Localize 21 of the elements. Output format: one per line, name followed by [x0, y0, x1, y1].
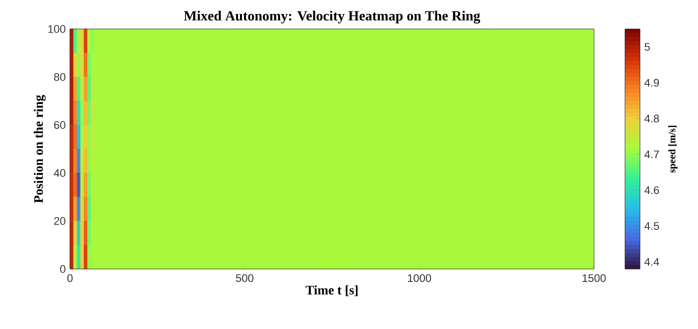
y-tick-label: 100 [48, 25, 66, 33]
x-tick-label: 1000 [408, 274, 432, 282]
color-bar-label: 5 [644, 43, 650, 51]
x-axis-title: Time t [s] [306, 285, 358, 296]
color-bar-label: 4.9 [644, 78, 659, 87]
x-tick-label: 1500 [582, 274, 606, 282]
x-tick-label: 0 [67, 274, 73, 282]
y-axis-title: Position on the ring [34, 94, 46, 203]
y-tick-label: 80 [54, 73, 66, 81]
color-bar-label: 4.6 [644, 186, 659, 194]
x-tick-label: 500 [236, 274, 254, 282]
chart-title: Mixed Autonomy: Velocity Heatmap on The Ring [184, 10, 480, 24]
y-tick-label: 20 [54, 217, 66, 225]
y-tick-label: 60 [54, 121, 66, 129]
color-bar-label: 4.8 [644, 114, 659, 122]
color-bar-label: 4.4 [644, 258, 660, 266]
color-bar-label: 4.5 [644, 222, 659, 230]
color-bar-title: speed [m/s] [668, 126, 678, 173]
color-bar-label: 4.7 [644, 150, 659, 158]
y-tick-label: 0 [60, 265, 66, 273]
y-tick-label: 40 [54, 169, 66, 177]
